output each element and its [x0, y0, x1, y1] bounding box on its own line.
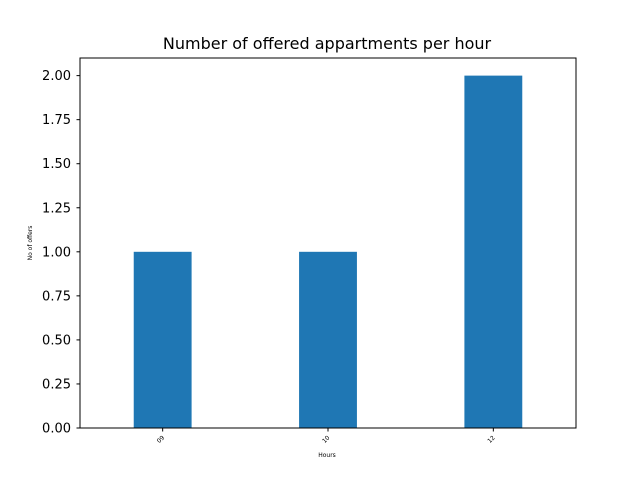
y-tick-label: 0.25: [42, 377, 71, 392]
y-tick-label: 0.00: [42, 422, 71, 437]
y-tick-label: 0.75: [42, 289, 71, 304]
chart-title: Number of offered appartments per hour: [163, 34, 492, 53]
y-tick-label: 1.75: [42, 113, 71, 128]
y-axis: 0.00 0.25 0.50 0.75 1.00 1.25 1.50 1.75 2.00: [42, 69, 80, 437]
y-tick-label: 1.25: [42, 201, 71, 216]
x-tick-label: 12: [486, 434, 496, 444]
y-tick-label: 0.50: [42, 333, 71, 348]
x-tick-label: 09: [156, 434, 166, 444]
bar-12: [464, 75, 523, 428]
x-axis: 09 10 12: [156, 428, 497, 445]
y-tick-label: 1.50: [42, 157, 71, 172]
bar-09: [133, 251, 192, 428]
plot-frame: [79, 57, 577, 429]
x-axis-label: Hours: [318, 452, 336, 459]
y-tick-label: 1.00: [42, 245, 71, 260]
y-axis-label: No of offers: [27, 226, 34, 261]
bar-10: [299, 251, 357, 428]
y-tick-label: 2.00: [42, 69, 71, 84]
x-tick-label: 10: [321, 434, 331, 444]
bars-group: [133, 75, 523, 428]
